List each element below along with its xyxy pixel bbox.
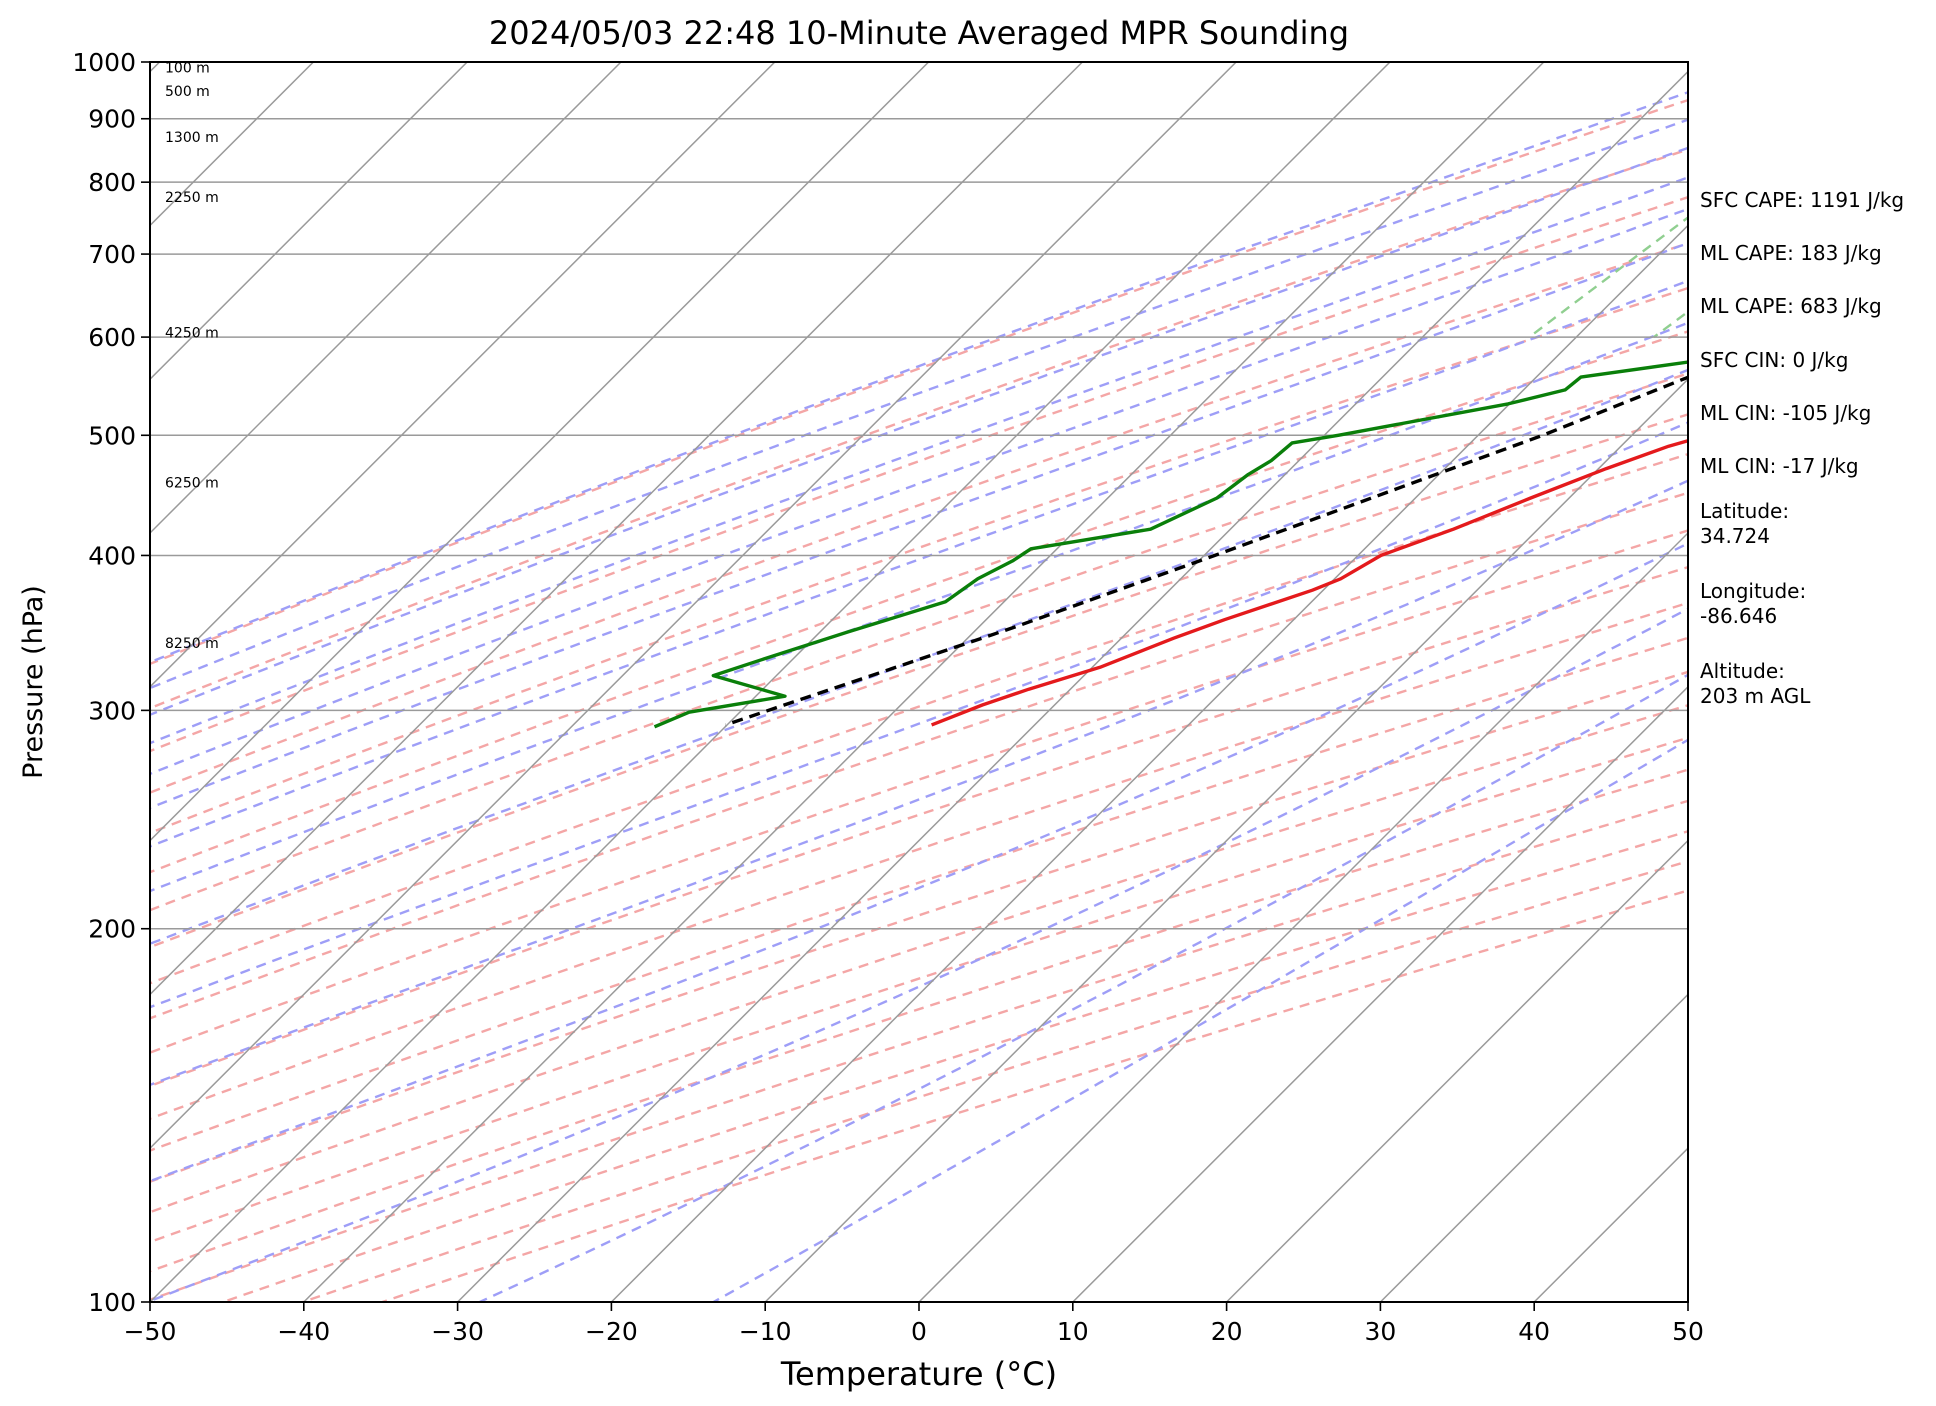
sounding-series	[653, 360, 1688, 729]
y-axis-ticks: 100 200 300 400 500 600 700 800 900 1000	[72, 48, 150, 1317]
x-tick-label: −20	[585, 1317, 638, 1346]
moist-adiabat	[150, 279, 1688, 848]
x-tick-label: 10	[1057, 1317, 1089, 1346]
height-label: 500 m	[165, 84, 210, 100]
dry-adiabat	[150, 636, 1688, 1152]
x-tick-label: −30	[431, 1317, 484, 1346]
x-tick-label: −40	[277, 1317, 330, 1346]
chart-title: 2024/05/03 22:48 10-Minute Averaged MPR …	[489, 14, 1349, 52]
stat-ml-cin-1: ML CIN: -105 J/kg	[1700, 401, 1872, 425]
temperature-line	[930, 438, 1688, 727]
y-tick-label: 300	[88, 696, 136, 725]
isotherm	[150, 62, 622, 535]
dewpoint-line	[653, 360, 1688, 729]
isotherm	[150, 62, 1237, 1150]
parcel-line	[724, 375, 1688, 727]
moist-adiabat	[150, 176, 1688, 745]
background-lines	[0, 62, 1688, 1302]
height-label: 1300 m	[165, 130, 219, 146]
moist-adiabat	[150, 118, 1688, 690]
isotherm	[150, 62, 930, 842]
x-tick-label: −10	[739, 1317, 792, 1346]
isotherm	[150, 62, 1083, 996]
sounding-stats-panel: SFC CAPE: 1191 J/kg ML CAPE: 183 J/kg ML…	[1700, 188, 1930, 709]
y-tick-label: 200	[88, 915, 136, 944]
plot-frame	[149, 61, 1689, 1303]
moist-adiabat	[150, 607, 1688, 1302]
dry-adiabat	[150, 98, 1688, 666]
y-axis-label: Pressure (hPa)	[18, 585, 49, 779]
isotherm	[918, 531, 1688, 1302]
moist-adiabat	[712, 738, 1688, 1302]
x-tick-label: 30	[1364, 1317, 1396, 1346]
stat-altitude: Altitude: 203 m AGL	[1700, 659, 1811, 708]
isotherm	[150, 62, 776, 688]
x-tick-label: 20	[1211, 1317, 1243, 1346]
moist-adiabat	[150, 479, 1688, 1087]
x-tick-label: −50	[124, 1317, 177, 1346]
dry-adiabat	[150, 148, 1688, 710]
stat-ml-cape-1: ML CAPE: 183 J/kg	[1700, 241, 1882, 265]
height-label: 100 m	[165, 60, 210, 76]
x-tick-label: 0	[911, 1317, 927, 1346]
y-tick-label: 500	[88, 421, 136, 450]
stat-sfc-cape: SFC CAPE: 1191 J/kg	[1700, 188, 1905, 212]
x-tick-label: 50	[1672, 1317, 1704, 1346]
isotherm	[610, 224, 1688, 1302]
moist-adiabat	[150, 207, 1688, 776]
dry-adiabat	[302, 860, 1688, 1302]
isotherm	[764, 378, 1688, 1302]
y-tick-label: 800	[88, 168, 136, 197]
height-labels: 8250 m 6250 m 4250 m 2250 m 1300 m 500 m 100 m	[165, 60, 219, 652]
isotherm	[457, 70, 1688, 1302]
y-tick-label: 1000	[72, 48, 136, 77]
stat-ml-cin-2: ML CIN: -17 J/kg	[1700, 454, 1859, 478]
mixing-ratio-line	[1528, 215, 1688, 339]
dry-adiabat	[150, 286, 1688, 835]
height-label: 8250 m	[165, 636, 219, 652]
isotherm	[1072, 685, 1688, 1302]
dry-adiabat	[150, 452, 1688, 985]
y-tick-label: 700	[88, 240, 136, 269]
height-label: 4250 m	[165, 326, 219, 342]
y-tick-label: 900	[88, 105, 136, 134]
isotherm	[0, 62, 6, 1302]
x-axis-ticks: −50 −40 −30 −20 −10 0 10 20 30 40 50	[124, 1302, 1704, 1346]
isotherm	[303, 62, 1545, 1302]
dry-adiabat	[150, 491, 1688, 1020]
moist-adiabat	[150, 241, 1688, 810]
dry-adiabat	[150, 195, 1688, 753]
stat-latitude: Latitude: 34.724	[1700, 499, 1790, 548]
isotherm	[150, 62, 468, 381]
y-tick-label: 400	[88, 541, 136, 570]
dry-adiabat	[150, 704, 1688, 1214]
isotherm	[1379, 993, 1688, 1302]
height-label: 6250 m	[165, 476, 219, 492]
isotherm	[150, 62, 1391, 1302]
stat-sfc-cin: SFC CIN: 0 J/kg	[1700, 348, 1849, 372]
dry-adiabat	[150, 670, 1688, 1183]
moist-adiabat	[150, 542, 1688, 1183]
isotherm	[1226, 839, 1688, 1302]
dry-adiabat	[150, 413, 1688, 949]
x-tick-label: 40	[1518, 1317, 1550, 1346]
stat-ml-cape-2: ML CAPE: 683 J/kg	[1700, 294, 1882, 318]
x-axis-label: Temperature (°C)	[780, 1355, 1057, 1393]
moist-adiabat	[150, 146, 1688, 717]
y-tick-label: 600	[88, 323, 136, 352]
height-label: 2250 m	[165, 190, 219, 206]
moist-adiabat	[150, 91, 1688, 664]
moist-adiabat	[150, 368, 1688, 946]
y-tick-label: 100	[88, 1288, 136, 1317]
stat-longitude: Longitude: -86.646	[1700, 579, 1807, 628]
